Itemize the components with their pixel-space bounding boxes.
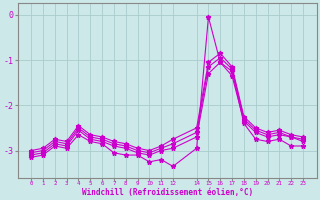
X-axis label: Windchill (Refroidissement éolien,°C): Windchill (Refroidissement éolien,°C) [82,188,253,197]
